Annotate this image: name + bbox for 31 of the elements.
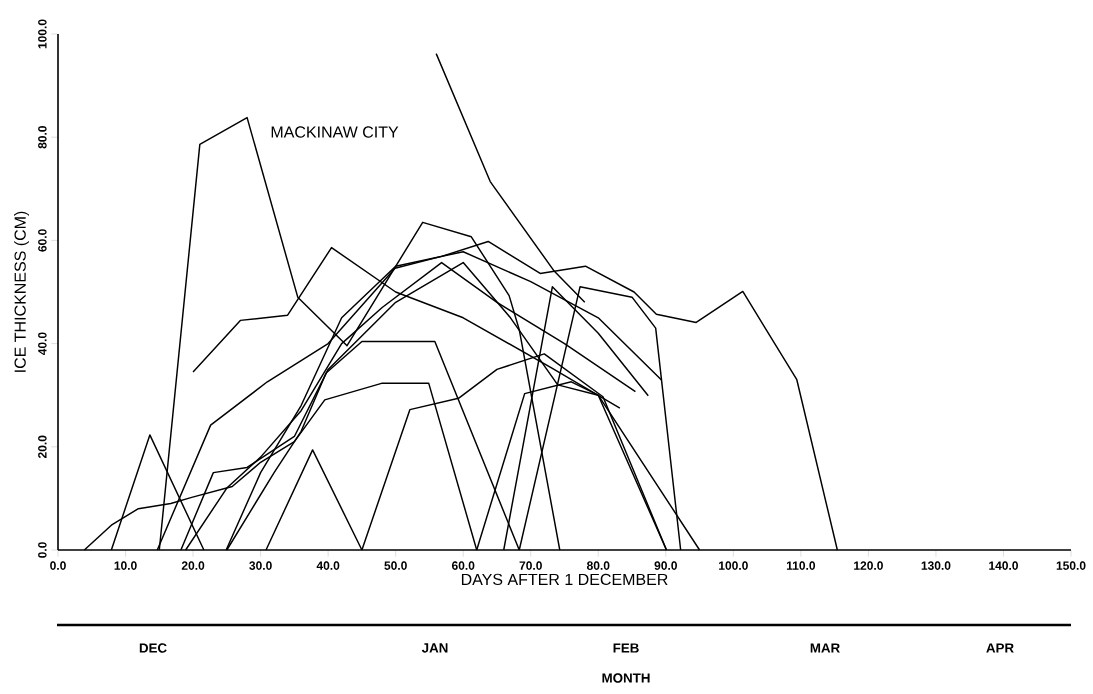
x-axis-title: DAYS AFTER 1 DECEMBER bbox=[461, 573, 668, 586]
x-tick-label: 20.0 bbox=[181, 561, 205, 570]
y-tick-label: 60.0 bbox=[38, 229, 47, 252]
annotation: MACKINAW CITY bbox=[271, 126, 399, 138]
x-tick-label: 60.0 bbox=[451, 561, 475, 570]
x-tick-label: 110.0 bbox=[786, 561, 816, 570]
x-tick-label: 130.0 bbox=[921, 561, 951, 570]
x-tick-label: 50.0 bbox=[384, 561, 407, 570]
x-tick-label: 40.0 bbox=[316, 561, 340, 570]
text: MAR bbox=[810, 643, 840, 653]
text: FEB bbox=[613, 643, 639, 653]
x-tick-label: 0.0 bbox=[50, 561, 66, 570]
x-tick-label: 120.0 bbox=[854, 561, 883, 570]
x-tick-label: 100.0 bbox=[719, 561, 748, 570]
y-tick-label: 20.0 bbox=[38, 435, 47, 459]
x-tick-label: 10.0 bbox=[114, 561, 137, 570]
x-tick-label: 70.0 bbox=[519, 561, 542, 570]
y-tick-label: 40.0 bbox=[38, 332, 47, 356]
x-tick-label: 140.0 bbox=[989, 561, 1018, 570]
text: MONTH bbox=[602, 673, 650, 683]
x-tick-label: 150.0 bbox=[1056, 561, 1086, 570]
y-tick-label: 100.0 bbox=[38, 19, 47, 49]
x-tick-label: 80.0 bbox=[586, 561, 610, 570]
text: JAN bbox=[421, 643, 448, 653]
x-tick-label: 30.0 bbox=[249, 561, 272, 570]
y-tick-label: 0.0 bbox=[38, 542, 47, 558]
y-tick-label: 80.0 bbox=[38, 126, 47, 149]
text: APR bbox=[986, 643, 1014, 653]
y-axis-title: ICE THICKNESS (CM) bbox=[14, 211, 29, 372]
text: DEC bbox=[139, 643, 167, 653]
x-tick-label: 90.0 bbox=[654, 561, 677, 570]
